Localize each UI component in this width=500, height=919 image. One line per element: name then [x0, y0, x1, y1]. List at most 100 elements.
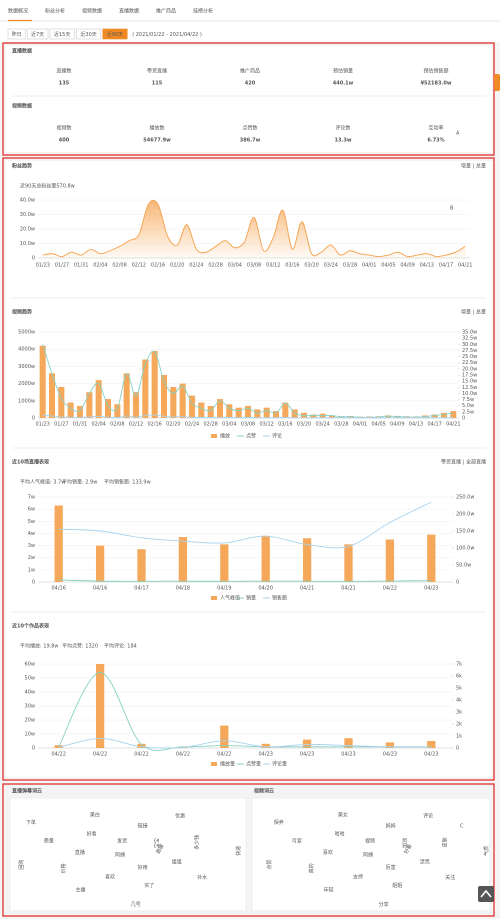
- cloud-word: 面膜: [154, 843, 165, 855]
- x-tick-label: 04/22: [134, 752, 148, 758]
- x-tick-label: 01/23: [35, 422, 49, 428]
- bar: [328, 415, 336, 418]
- nav-tab[interactable]: 推广商品: [156, 8, 176, 15]
- nav-tab[interactable]: 挂榜分析: [193, 8, 213, 15]
- nav-tab[interactable]: 粉丝分析: [45, 8, 65, 15]
- legend-swatch: [211, 434, 217, 438]
- y2-tick-label: 35.0w: [462, 330, 477, 336]
- chart-toggle[interactable]: 总量: [476, 309, 486, 316]
- back-to-top[interactable]: [478, 886, 494, 902]
- x-tick-label: 02/16: [147, 422, 161, 428]
- date-button-label[interactable]: 昨日: [12, 31, 22, 38]
- y-tick-label: 30w: [25, 704, 35, 710]
- y2-tick-label: 32.5w: [462, 336, 477, 342]
- nav-tab[interactable]: 数据概况: [8, 8, 28, 15]
- x-tick-label: 04/23: [424, 752, 438, 758]
- chart-subtitle: 近90天总粉丝量570.8w: [20, 183, 75, 190]
- cloud-panel: [251, 797, 491, 912]
- y-tick-label: 0: [32, 580, 35, 586]
- x-tick-label: 02/20: [166, 422, 180, 428]
- cloud-word: 喜欢: [105, 874, 115, 881]
- cloud-word: 点赞: [266, 860, 273, 870]
- x-tick-label: 04/21: [446, 422, 460, 428]
- legend-label[interactable]: 人气峰值: [220, 595, 240, 602]
- y2-tick-label: 20.0w: [462, 366, 477, 372]
- chart-toggle[interactable]: 增量: [461, 163, 471, 170]
- cloud-word: 气质: [483, 846, 490, 856]
- metric-value: 6.73%: [427, 138, 444, 144]
- chart-toggle[interactable]: 增量: [461, 309, 471, 316]
- x-tick-label: 01/27: [54, 422, 68, 428]
- cloud-word: 支持: [353, 874, 363, 881]
- line: [42, 200, 466, 258]
- y2-tick-label: 3k: [456, 710, 462, 716]
- legend-label[interactable]: 评论量: [272, 761, 287, 768]
- x-tick-label: 04/17: [439, 263, 453, 269]
- metric-label: 评论数: [335, 125, 350, 132]
- y2-tick-label: 12.5w: [462, 385, 477, 391]
- chart-stat: 平均销量: 2.9w: [62, 479, 97, 486]
- y2-tick-label: 30.0w: [462, 342, 477, 348]
- date-button-label[interactable]: 近7天: [31, 31, 44, 38]
- chart-toggle[interactable]: 带货直播: [441, 459, 461, 466]
- x-tick-label: 04/09: [400, 263, 414, 269]
- cloud-word: 哈哈: [335, 830, 345, 837]
- x-tick-label: 02/28: [208, 263, 222, 269]
- toggle-separator: |: [473, 310, 475, 316]
- x-tick-label: 04/21: [341, 586, 355, 592]
- x-tick-label: 02/08: [112, 263, 126, 269]
- cloud-word: 皮肤: [442, 837, 449, 847]
- y2-tick-label: 27.5w: [462, 348, 477, 354]
- chart-toggle[interactable]: 全部直播: [466, 459, 486, 466]
- cloud-word: 多少钱: [194, 835, 201, 850]
- x-tick-label: 02/04: [93, 263, 107, 269]
- date-button-label[interactable]: 近30天: [80, 31, 96, 38]
- y2-tick-label: 7.5w: [462, 397, 474, 403]
- y-tick-label: 40.0w: [20, 198, 35, 204]
- legend-label[interactable]: 点赞: [246, 433, 256, 440]
- date-button[interactable]: [7, 28, 26, 40]
- bar: [220, 544, 229, 582]
- cloud-word: 姐姐: [172, 859, 182, 866]
- bar: [160, 375, 168, 418]
- cloud-word: 链接: [138, 822, 148, 829]
- x-tick-label: 03/20: [297, 422, 311, 428]
- legend-label[interactable]: 销售额: [272, 595, 287, 602]
- chart-title: 近10场直播表现: [12, 459, 49, 466]
- chart-toggle[interactable]: 总量: [476, 163, 486, 170]
- line: [42, 414, 454, 419]
- toggle-separator: |: [473, 164, 475, 170]
- date-button-label[interactable]: 近15天: [54, 31, 70, 38]
- date-button-label[interactable]: 近90天: [107, 31, 123, 38]
- cloud-word: 价格: [60, 863, 67, 873]
- cloud-word: 宝宝: [153, 838, 160, 848]
- y2-tick-label: 0: [456, 746, 459, 752]
- date-button[interactable]: [102, 28, 128, 40]
- cloud-word: 几号: [131, 902, 141, 908]
- legend-label[interactable]: 评论: [272, 433, 282, 440]
- chart-stat: 平均销售额: 133.9w: [104, 479, 151, 486]
- bar: [67, 402, 74, 418]
- date-button[interactable]: [26, 28, 49, 40]
- date-button[interactable]: [49, 28, 75, 40]
- bar: [220, 725, 229, 748]
- cloud-word: 姐姐: [392, 882, 402, 889]
- legend-label[interactable]: 播放: [220, 433, 230, 440]
- y-tick-label: 0: [32, 416, 35, 422]
- summary-card: [6, 46, 492, 152]
- y2-tick-label: 5.0w: [462, 403, 474, 409]
- y-tick-label: 5000w: [18, 330, 35, 336]
- nav-tab[interactable]: 直播数据: [119, 8, 139, 15]
- legend-label[interactable]: 点赞量: [246, 761, 261, 768]
- toggle-separator: |: [463, 460, 465, 466]
- date-button[interactable]: [76, 28, 102, 40]
- scroll-tab[interactable]: [494, 74, 500, 91]
- x-tick-label: 03/20: [304, 263, 318, 269]
- cloud-word: 分享: [379, 901, 389, 908]
- legend-label[interactable]: 播放量: [220, 761, 235, 768]
- legend-label[interactable]: 销量: [246, 595, 256, 602]
- y2-tick-label: 1k: [456, 734, 462, 740]
- nav-tab[interactable]: 视频数据: [82, 8, 102, 15]
- bar: [137, 549, 146, 582]
- annotation-letter: B: [450, 206, 454, 212]
